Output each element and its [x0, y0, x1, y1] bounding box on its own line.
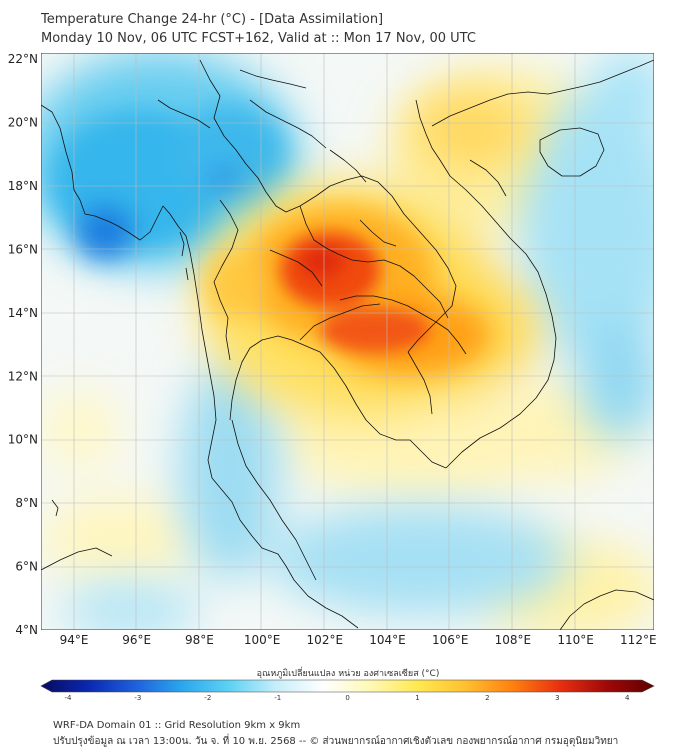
- lon-label: 110°E: [557, 633, 594, 647]
- lat-label: 20°N: [8, 115, 38, 129]
- coastlines-and-borders: [41, 59, 654, 630]
- colorbar-ticks: -4 -3 -2 -1 0 1 2 3 4: [65, 694, 630, 702]
- lat-label: 14°N: [8, 306, 38, 320]
- lon-label: 104°E: [369, 633, 406, 647]
- footer-model-info: WRF-DA Domain 01 :: Grid Resolution 9km …: [53, 720, 301, 731]
- map-gridlines: [41, 53, 654, 630]
- lat-label: 22°N: [8, 52, 38, 66]
- colorbar-tick-label: 4: [625, 694, 630, 702]
- colorbar-tick-label: 1: [415, 694, 419, 702]
- map-subtitle: Monday 10 Nov, 06 UTC FCST+162, Valid at…: [41, 31, 476, 46]
- colorbar-tick-label: 0: [345, 694, 349, 702]
- very-hot-field: [280, 232, 430, 352]
- colorbar-label: อุณหภูมิเปลี่ยนแปลง หน่วย องศาเซลเซียส (…: [257, 666, 440, 679]
- lon-label: 96°E: [122, 633, 151, 647]
- colorbar-tick-label: -3: [134, 694, 141, 702]
- latitude-labels: 22°N 20°N 18°N 16°N 14°N 12°N 10°N 8°N 6°N 4°N: [8, 52, 38, 637]
- footer-credit: ปรับปรุงข้อมูล ณ เวลา 13:00น. วัน จ. ที่…: [53, 736, 619, 747]
- lat-label: 18°N: [8, 179, 38, 193]
- lon-label: 108°E: [495, 633, 532, 647]
- colorbar-tick-label: -4: [65, 694, 73, 702]
- lat-label: 10°N: [8, 433, 38, 447]
- cold-core-field: [50, 105, 285, 260]
- lon-label: 102°E: [307, 633, 344, 647]
- colorbar: [40, 679, 655, 693]
- lat-label: 16°N: [8, 242, 38, 256]
- colorbar-tick-label: -1: [274, 694, 281, 702]
- lat-label: 8°N: [15, 496, 38, 510]
- lat-label: 12°N: [8, 369, 38, 383]
- longitude-labels: 94°E 96°E 98°E 100°E 102°E 104°E 106°E 108°E 110…: [60, 633, 657, 647]
- colorbar-tick-label: 3: [555, 694, 559, 702]
- map-plot-area: [41, 53, 654, 630]
- lon-label: 98°E: [185, 633, 214, 647]
- lon-label: 106°E: [432, 633, 469, 647]
- lon-label: 100°E: [244, 633, 281, 647]
- colorbar-tick-label: 2: [485, 694, 489, 702]
- lon-label: 94°E: [60, 633, 89, 647]
- lat-label: 6°N: [15, 560, 38, 574]
- lon-label: 112°E: [620, 633, 657, 647]
- colorbar-tick-label: -2: [204, 694, 211, 702]
- map-title: Temperature Change 24-hr (°C) - [Data As…: [41, 12, 384, 27]
- lat-label: 4°N: [15, 623, 38, 637]
